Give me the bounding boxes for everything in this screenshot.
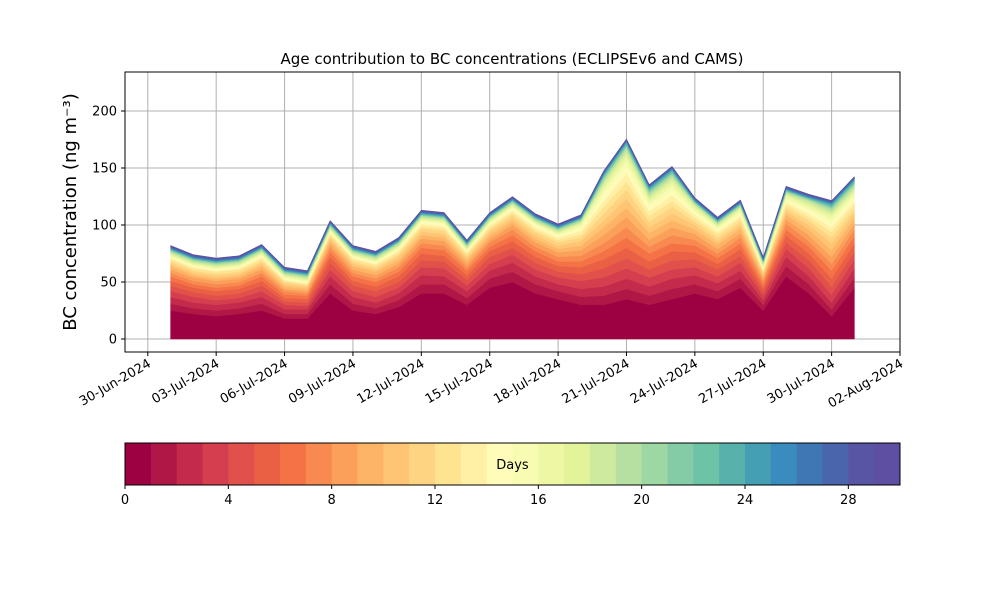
colorbar-segment bbox=[331, 443, 358, 485]
y-tick-label: 100 bbox=[92, 218, 117, 233]
y-tick-label: 200 bbox=[92, 104, 117, 119]
colorbar-segment bbox=[590, 443, 617, 485]
colorbar-label: Days bbox=[496, 458, 529, 473]
colorbar-segment bbox=[538, 443, 565, 485]
x-tick-label: 06-Jul-2024 bbox=[218, 356, 291, 407]
chart-title: Age contribution to BC concentrations (E… bbox=[281, 50, 744, 68]
colorbar-tick-label: 0 bbox=[121, 493, 129, 508]
colorbar-segment bbox=[719, 443, 746, 485]
colorbar-segment bbox=[693, 443, 720, 485]
colorbar-segment bbox=[202, 443, 229, 485]
colorbar-segment bbox=[228, 443, 255, 485]
colorbar-tick-label: 24 bbox=[737, 493, 754, 508]
y-tick-label: 50 bbox=[100, 276, 117, 291]
colorbar-tick-label: 8 bbox=[328, 493, 336, 508]
x-tick-label: 02-Aug-2024 bbox=[826, 356, 906, 411]
colorbar-tick-label: 12 bbox=[427, 493, 444, 508]
x-tick-label: 03-Jul-2024 bbox=[149, 356, 222, 407]
colorbar-segment bbox=[822, 443, 849, 485]
colorbar-segment bbox=[641, 443, 668, 485]
colorbar-tick-label: 20 bbox=[633, 493, 650, 508]
y-axis-label: BC concentration (ng m⁻³) bbox=[60, 93, 81, 331]
colorbar-segment bbox=[176, 443, 203, 485]
colorbar-segment bbox=[745, 443, 772, 485]
x-tick-label: 12-Jul-2024 bbox=[355, 356, 428, 407]
colorbar-segment bbox=[512, 443, 539, 485]
colorbar-segment bbox=[383, 443, 410, 485]
x-tick-label: 18-Jul-2024 bbox=[491, 356, 564, 407]
colorbar-segment bbox=[460, 443, 488, 485]
colorbar-segment bbox=[615, 443, 643, 485]
colorbar-segment bbox=[796, 443, 823, 485]
colorbar-segment bbox=[305, 443, 333, 485]
x-tick-label: 09-Jul-2024 bbox=[286, 356, 359, 407]
colorbar-frame bbox=[124, 442, 901, 486]
area-layer bbox=[170, 138, 855, 272]
y-tick-label: 150 bbox=[92, 161, 117, 176]
x-tick-label: 21-Jul-2024 bbox=[560, 356, 633, 407]
x-tick-label: 15-Jul-2024 bbox=[423, 356, 496, 407]
plot-frame bbox=[124, 71, 901, 353]
colorbar-segment bbox=[409, 443, 436, 485]
colorbar-tick-label: 16 bbox=[530, 493, 547, 508]
colorbar-segment bbox=[667, 443, 694, 485]
x-tick-label: 30-Jun-2024 bbox=[77, 356, 154, 409]
colorbar-segment bbox=[564, 443, 591, 485]
colorbar-segment bbox=[848, 443, 875, 485]
colorbar-segment bbox=[254, 443, 281, 485]
colorbar-segment bbox=[435, 443, 462, 485]
colorbar-segment bbox=[150, 443, 178, 485]
colorbar-segment bbox=[770, 443, 798, 485]
colorbar-tick-label: 28 bbox=[840, 493, 857, 508]
y-tick-label: 0 bbox=[109, 333, 117, 348]
x-tick-label: 24-Jul-2024 bbox=[628, 356, 701, 407]
colorbar-segment bbox=[486, 443, 513, 485]
colorbar-tick-label: 4 bbox=[224, 493, 232, 508]
colorbar-segment bbox=[874, 443, 901, 485]
colorbar-segment bbox=[125, 443, 152, 485]
x-tick-label: 27-Jul-2024 bbox=[696, 356, 769, 407]
colorbar-segment bbox=[357, 443, 384, 485]
colorbar-segment bbox=[280, 443, 307, 485]
